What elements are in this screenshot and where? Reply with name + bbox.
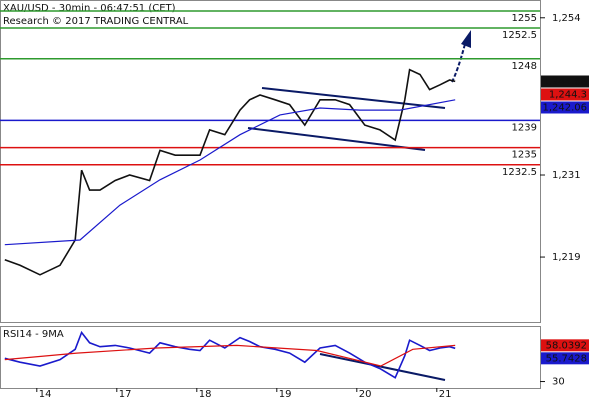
x-tick-label: 19 bbox=[279, 389, 292, 400]
chart-subtitle: Research © 2017 TRADING CENTRAL bbox=[3, 16, 189, 27]
main-panel bbox=[0, 0, 541, 323]
value-box-label: 1,242.06 bbox=[542, 102, 587, 113]
series-line bbox=[4, 68, 456, 276]
value-box-label: 55.7428 bbox=[546, 353, 587, 364]
level-label: 1235 bbox=[512, 150, 537, 161]
level-label: 1232.5 bbox=[502, 167, 537, 178]
value-box bbox=[541, 75, 589, 88]
rsi-panel bbox=[0, 326, 541, 389]
x-tick-label: 20 bbox=[359, 389, 372, 400]
trend-channel bbox=[247, 87, 446, 381]
y-tick-label: 1,219 bbox=[552, 252, 581, 263]
value-box-label: 58.0392 bbox=[546, 340, 587, 351]
chart-title: XAU/USD - 30min - 06:47:51 (CET) bbox=[3, 3, 176, 14]
value-box bbox=[541, 352, 589, 365]
level-label: 1248 bbox=[512, 61, 537, 72]
x-tick-label: 21 bbox=[439, 389, 452, 400]
value-box bbox=[541, 101, 589, 114]
level-label: 1252.5 bbox=[502, 30, 537, 41]
y-tick-label: 1,231 bbox=[552, 170, 581, 181]
rsi-title: RSI14 - 9MA bbox=[3, 329, 64, 340]
value-box bbox=[541, 88, 589, 101]
series-line bbox=[4, 344, 456, 367]
y-tick-label: 1,254 bbox=[552, 13, 581, 24]
forecast-arrow bbox=[451, 30, 471, 83]
series-line bbox=[4, 330, 456, 379]
value-box bbox=[541, 339, 589, 352]
x-tick-label: 18 bbox=[199, 389, 212, 400]
x-tick-label: 14 bbox=[39, 389, 52, 400]
series-line bbox=[4, 99, 456, 246]
value-box-label: 1,244.68 bbox=[542, 76, 587, 87]
x-tick-label: 17 bbox=[119, 389, 132, 400]
level-label: 1239 bbox=[512, 122, 537, 133]
value-box-label: 1,244.3 bbox=[549, 89, 587, 100]
y-tick-label: 30 bbox=[552, 377, 565, 388]
level-label: 1255 bbox=[512, 13, 537, 24]
